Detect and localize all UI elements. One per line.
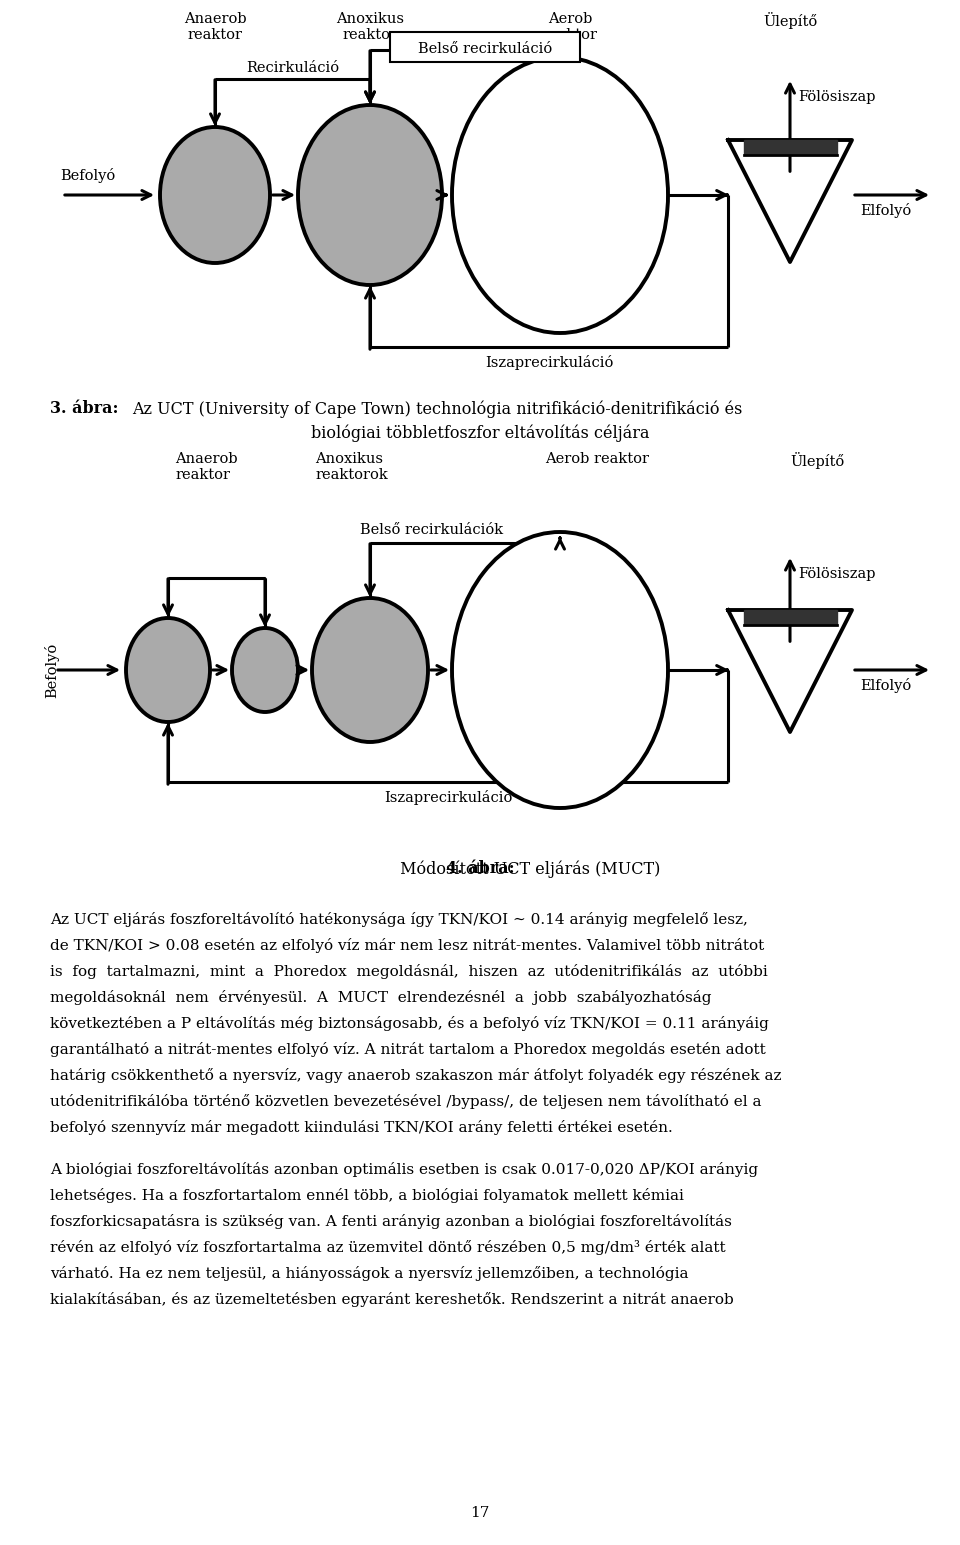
Text: Befolyó: Befolyó	[60, 168, 115, 182]
Text: Elfolyó: Elfolyó	[860, 678, 911, 694]
Text: Recirkuláció: Recirkuláció	[246, 60, 339, 76]
Text: biológiai többletfoszfor eltávolítás céljára: biológiai többletfoszfor eltávolítás cél…	[311, 423, 649, 442]
Polygon shape	[743, 141, 836, 154]
Text: 3. ábra:: 3. ábra:	[50, 400, 118, 417]
Ellipse shape	[232, 627, 298, 712]
Text: Az UCT eljárás foszforeltávolító hatékonysága így TKN/KOI ∼ 0.14 arányig megfele: Az UCT eljárás foszforeltávolító hatékon…	[50, 912, 748, 927]
Text: 4. ábra:: 4. ábra:	[445, 861, 515, 878]
Text: Elfolyó: Elfolyó	[860, 202, 911, 218]
Text: Aerob
reaktor: Aerob reaktor	[542, 12, 597, 42]
Text: garantálható a nitrát-mentes elfolyó víz. A nitrát tartalom a Phoredox megoldás : garantálható a nitrát-mentes elfolyó víz…	[50, 1041, 766, 1057]
Text: Anaerob
reaktor: Anaerob reaktor	[175, 453, 238, 482]
Text: következtében a P eltávolítás még biztonságosabb, és a befolyó víz TKN/KOI = 0.1: következtében a P eltávolítás még bizton…	[50, 1017, 769, 1031]
Text: Ülepítő: Ülepítő	[763, 12, 817, 29]
Text: határig csökkenthető a nyersvíz, vagy anaerob szakaszon már átfolyt folyadék egy: határig csökkenthető a nyersvíz, vagy an…	[50, 1068, 781, 1083]
Text: lehetséges. Ha a foszfortartalom ennél több, a biológiai folyamatok mellett kémi: lehetséges. Ha a foszfortartalom ennél t…	[50, 1188, 684, 1202]
Text: 17: 17	[470, 1506, 490, 1520]
Text: utódenitrifikálóba történő közvetlen bevezetésével /bypass/, de teljesen nem táv: utódenitrifikálóba történő közvetlen bev…	[50, 1094, 761, 1109]
Text: Módosított UCT eljárás (MUCT): Módosított UCT eljárás (MUCT)	[396, 861, 660, 878]
Text: Ülepítő: Ülepítő	[790, 453, 844, 470]
Text: várható. Ha ez nem teljesül, a hiányosságok a nyersvíz jellemzőiben, a technológ: várható. Ha ez nem teljesül, a hiányossá…	[50, 1265, 688, 1281]
Text: is  fog  tartalmazni,  mint  a  Phoredox  megoldásnál,  hiszen  az  utódenitrifi: is fog tartalmazni, mint a Phoredox mego…	[50, 964, 768, 980]
Text: foszforkicsapatásra is szükség van. A fenti arányig azonban a biológiai foszfore: foszforkicsapatásra is szükség van. A fe…	[50, 1214, 732, 1228]
Text: Az UCT (University of Cape Town) technológia nitrifikáció-denitrifikáció és: Az UCT (University of Cape Town) technol…	[132, 400, 742, 417]
Text: Belső recirkulációk: Belső recirkulációk	[360, 524, 503, 538]
Text: Befolyó: Befolyó	[44, 643, 60, 698]
Text: révén az elfolyó víz foszfortartalma az üzemvitel döntő részében 0,5 mg/dm³ érté: révén az elfolyó víz foszfortartalma az …	[50, 1239, 726, 1255]
Text: Anoxikus
reaktorok: Anoxikus reaktorok	[315, 453, 388, 482]
Polygon shape	[743, 610, 836, 624]
Text: Fölösiszap: Fölösiszap	[798, 567, 876, 581]
Ellipse shape	[452, 531, 668, 808]
Text: Anaerob
reaktor: Anaerob reaktor	[183, 12, 247, 42]
Bar	[390, 32, 580, 62]
Ellipse shape	[452, 57, 668, 334]
Text: Iszaprecirkuláció: Iszaprecirkuláció	[384, 789, 513, 805]
Text: Aerob reaktor: Aerob reaktor	[545, 453, 649, 467]
Text: kialakításában, és az üzemeltetésben egyaránt kereshetők. Rendszerint a nitrát a: kialakításában, és az üzemeltetésben egy…	[50, 1292, 733, 1307]
Text: befolyó szennyvíz már megadott kiindulási TKN/KOI arány feletti értékei esetén.: befolyó szennyvíz már megadott kiindulás…	[50, 1120, 673, 1136]
Ellipse shape	[160, 127, 270, 263]
Text: Fölösiszap: Fölösiszap	[798, 90, 876, 104]
Text: megoldásoknál  nem  érvényesül.  A  MUCT  elrendezésnél  a  jobb  szabályozhatós: megoldásoknál nem érvényesül. A MUCT elr…	[50, 990, 711, 1004]
Text: Belső recirkuláció: Belső recirkuláció	[418, 42, 552, 56]
Text: A biológiai foszforeltávolítás azonban optimális esetben is csak 0.017-0,020 ΔP/: A biológiai foszforeltávolítás azonban o…	[50, 1162, 758, 1177]
Text: Anoxikus
reaktor: Anoxikus reaktor	[336, 12, 404, 42]
Text: Iszaprecirkuláció: Iszaprecirkuláció	[485, 355, 613, 369]
Ellipse shape	[126, 618, 210, 722]
Ellipse shape	[298, 105, 442, 284]
Text: de TKN/KOI > 0.08 esetén az elfolyó víz már nem lesz nitrát-mentes. Valamivel tö: de TKN/KOI > 0.08 esetén az elfolyó víz …	[50, 938, 764, 953]
Ellipse shape	[312, 598, 428, 742]
